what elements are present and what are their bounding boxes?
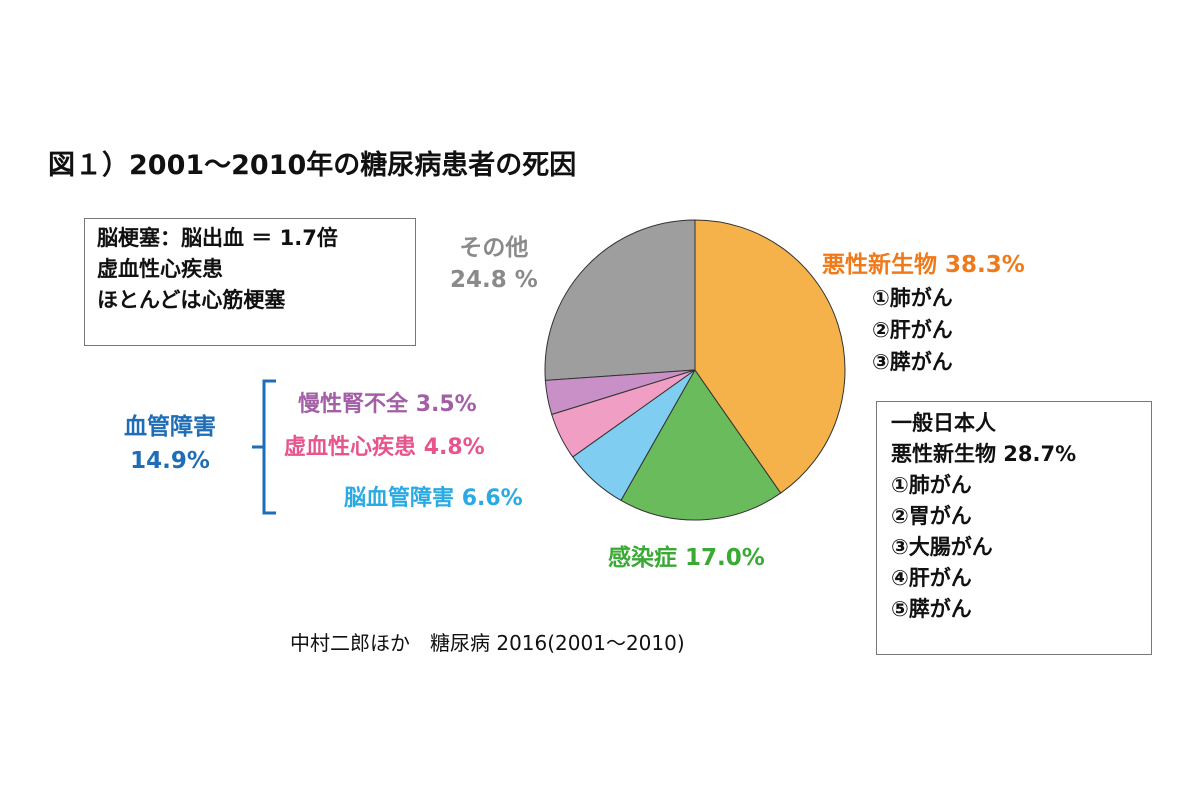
label-renal: 慢性腎不全 3.5% (298, 386, 477, 418)
malignant-sublist: ①肺がん ②肝がん ③膵がん (872, 282, 953, 378)
label-other-value: 24.8 % (450, 267, 538, 293)
note-box: 脳梗塞：脳出血 ＝ 1.7倍 虚血性心疾患 ほとんどは心筋梗塞 (84, 218, 416, 346)
label-malignant-name: 悪性新生物 (822, 252, 937, 278)
label-cerebro: 脳血管障害 6.6% (344, 480, 523, 512)
group-label: 血管障害 14.9% (124, 410, 216, 478)
label-infection-value: 17.0% (685, 545, 765, 571)
note-line: ほとんどは心筋梗塞 (97, 288, 286, 312)
pie-slice-1 (620, 369, 782, 521)
general-line: ③大腸がん (891, 535, 993, 559)
general-line: ①肺がん (891, 473, 972, 497)
label-other: その他 24.8 % (450, 232, 538, 296)
label-ischemic: 虚血性心疾患 4.8% (284, 429, 485, 461)
general-line: ②胃がん (891, 504, 972, 528)
label-infection: 感染症 17.0% (608, 538, 765, 572)
sublist-item: ③膵がん (872, 350, 953, 374)
source-citation: 中村二郎ほか 糖尿病 2016(2001～2010) (290, 631, 685, 655)
label-ischemic-value: 4.8% (423, 435, 485, 460)
label-malignant-value: 38.3% (945, 252, 1025, 278)
general-line: ⑤膵がん (891, 597, 972, 621)
general-line: ④肝がん (891, 566, 972, 590)
label-infection-name: 感染症 (608, 545, 677, 571)
label-ischemic-name: 虚血性心疾患 (284, 435, 417, 460)
chart-title: 図１）2001～2010年の糖尿病患者の死因 (48, 150, 577, 181)
label-malignant: 悪性新生物 38.3% (822, 245, 1025, 279)
label-other-name: その他 (459, 235, 529, 261)
pie-slice-0 (694, 219, 846, 494)
group-bracket (252, 379, 276, 515)
label-cerebro-value: 6.6% (461, 486, 523, 511)
note-line: 脳梗塞：脳出血 ＝ 1.7倍 (97, 226, 338, 250)
note-line: 虚血性心疾患 (97, 257, 223, 281)
group-label-name: 血管障害 (124, 414, 216, 440)
general-box: 一般日本人 悪性新生物 28.7% ①肺がん ②胃がん ③大腸がん ④肝がん ⑤… (876, 401, 1152, 655)
label-renal-name: 慢性腎不全 (298, 392, 409, 417)
general-line: 悪性新生物 28.7% (891, 442, 1077, 466)
pie-slice-5 (544, 219, 696, 381)
sublist-item: ②肝がん (872, 318, 953, 342)
label-cerebro-name: 脳血管障害 (344, 486, 455, 511)
general-line: 一般日本人 (891, 411, 996, 435)
sublist-item: ①肺がん (872, 286, 953, 310)
group-label-value: 14.9% (130, 448, 210, 474)
label-renal-value: 3.5% (415, 392, 477, 417)
